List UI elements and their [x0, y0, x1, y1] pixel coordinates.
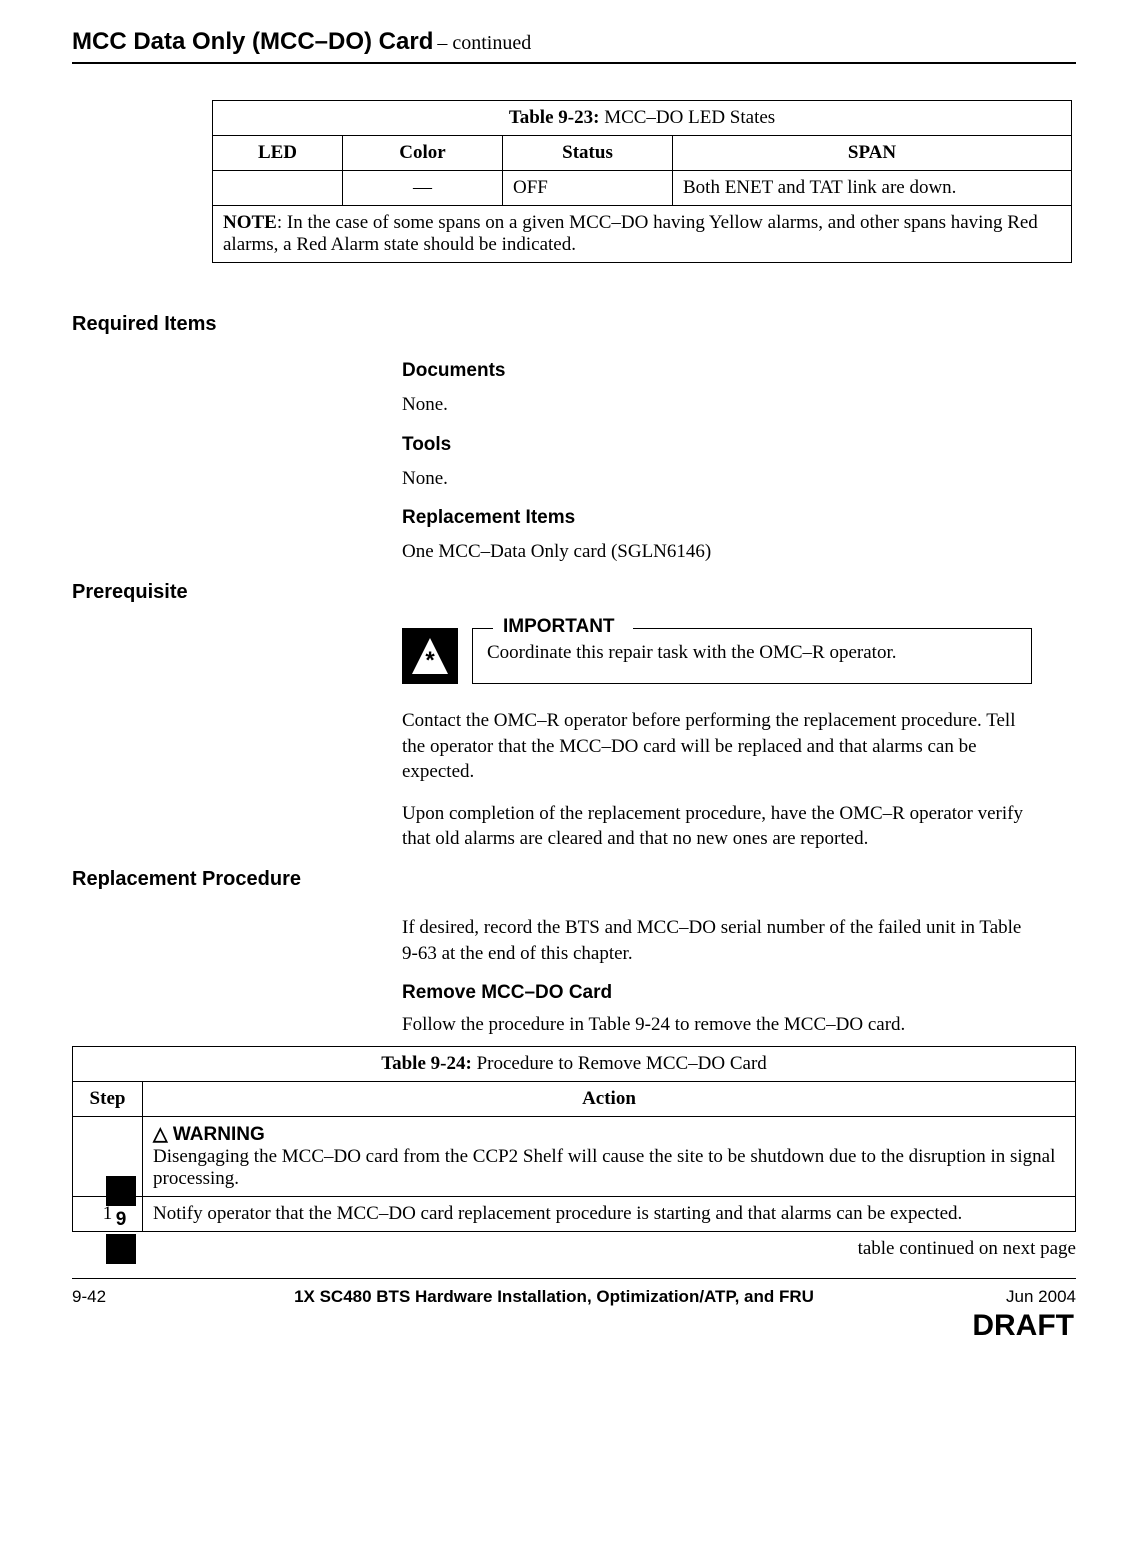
chapter-tab: 9 — [106, 1176, 136, 1264]
replacement-procedure-block: If desired, record the BTS and MCC–DO se… — [402, 915, 1032, 1036]
cell-status: OFF — [503, 171, 673, 206]
table-9-24-caption: Table 9-24: Procedure to Remove MCC–DO C… — [73, 1047, 1076, 1082]
draft-watermark: DRAFT — [72, 1309, 1076, 1343]
table-row: — OFF Both ENET and TAT link are down. — [213, 171, 1072, 206]
star-icon: * — [402, 628, 458, 684]
table-9-24-caption-text: Procedure to Remove MCC–DO Card — [472, 1053, 767, 1074]
col-header-color: Color — [343, 136, 503, 171]
col-header-action: Action — [143, 1082, 1076, 1117]
warning-heading: △ WARNING — [153, 1124, 265, 1145]
note-label: NOTE — [223, 212, 277, 233]
warning-triangle-icon: △ — [153, 1124, 173, 1145]
col-header-led: LED — [213, 136, 343, 171]
page-number: 9-42 — [72, 1287, 152, 1307]
table-9-23-note: NOTE: In the case of some spans on a giv… — [213, 206, 1072, 263]
important-frame: IMPORTANT Coordinate this repair task wi… — [472, 628, 1032, 684]
table-9-23-caption: Table 9-23: MCC–DO LED States — [213, 101, 1072, 136]
warning-text: Disengaging the MCC–DO card from the CCP… — [153, 1146, 1055, 1189]
col-header-span: SPAN — [673, 136, 1072, 171]
documents-label: Documents — [402, 360, 1032, 382]
page-header: MCC Data Only (MCC–DO) Card – continued — [72, 28, 1076, 64]
cell-step-1-action: Notify operator that the MCC–DO card rep… — [143, 1197, 1076, 1232]
footer-date: Jun 2004 — [956, 1287, 1076, 1307]
important-callout: * IMPORTANT Coordinate this repair task … — [402, 628, 1032, 684]
section-required-items: Required Items — [72, 313, 1076, 336]
note-text: : In the case of some spans on a given M… — [223, 212, 1038, 255]
table-9-23-caption-prefix: Table 9-23: — [509, 107, 600, 128]
replacement-items-value: One MCC–Data Only card (SGLN6146) — [402, 539, 1032, 565]
prerequisite-block: * IMPORTANT Coordinate this repair task … — [402, 628, 1032, 852]
warning-label: WARNING — [173, 1124, 265, 1145]
col-header-status: Status — [503, 136, 673, 171]
replproc-intro: If desired, record the BTS and MCC–DO se… — [402, 915, 1032, 966]
remove-mcc-do-head: Remove MCC–DO Card — [402, 982, 1032, 1004]
footer-title: 1X SC480 BTS Hardware Installation, Opti… — [152, 1287, 956, 1307]
prereq-para-2: Upon completion of the replacement proce… — [402, 801, 1032, 852]
page-title: MCC Data Only (MCC–DO) Card — [72, 28, 433, 55]
table-continued-note: table continued on next page — [72, 1238, 1076, 1260]
documents-value: None. — [402, 392, 1032, 418]
remove-mcc-do-intro: Follow the procedure in Table 9-24 to re… — [402, 1014, 1032, 1036]
replacement-items-label: Replacement Items — [402, 507, 1032, 529]
chapter-tab-block-bottom — [106, 1234, 136, 1264]
table-row: △ WARNING Disengaging the MCC–DO card fr… — [73, 1117, 1076, 1197]
section-replacement-procedure: Replacement Procedure — [72, 868, 1076, 891]
chapter-tab-block-top — [106, 1176, 136, 1206]
page-footer: 9-42 1X SC480 BTS Hardware Installation,… — [72, 1278, 1076, 1307]
svg-text:*: * — [425, 647, 435, 674]
table-9-23-caption-text: MCC–DO LED States — [599, 107, 775, 128]
tools-value: None. — [402, 466, 1032, 492]
cell-led — [213, 171, 343, 206]
section-prerequisite: Prerequisite — [72, 581, 1076, 604]
required-items-block: Documents None. Tools None. Replacement … — [402, 360, 1032, 565]
cell-color: — — [343, 171, 503, 206]
table-9-24: Table 9-24: Procedure to Remove MCC–DO C… — [72, 1046, 1076, 1232]
continued-label: – continued — [437, 32, 531, 54]
cell-warning: △ WARNING Disengaging the MCC–DO card fr… — [143, 1117, 1076, 1197]
prereq-para-1: Contact the OMC–R operator before perfor… — [402, 708, 1032, 785]
col-header-step: Step — [73, 1082, 143, 1117]
important-text: Coordinate this repair task with the OMC… — [487, 642, 896, 663]
table-9-24-caption-prefix: Table 9-24: — [381, 1053, 472, 1074]
tools-label: Tools — [402, 434, 1032, 456]
important-label: IMPORTANT — [497, 616, 621, 638]
table-9-23: Table 9-23: MCC–DO LED States LED Color … — [212, 100, 1072, 263]
chapter-number: 9 — [106, 1206, 136, 1234]
table-row: 1 Notify operator that the MCC–DO card r… — [73, 1197, 1076, 1232]
cell-span: Both ENET and TAT link are down. — [673, 171, 1072, 206]
